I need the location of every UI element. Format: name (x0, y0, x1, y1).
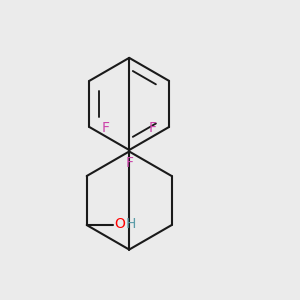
Text: O: O (114, 218, 125, 232)
Text: F: F (149, 121, 157, 135)
Text: F: F (102, 121, 110, 135)
Text: F: F (125, 156, 133, 170)
Text: H: H (125, 218, 136, 232)
